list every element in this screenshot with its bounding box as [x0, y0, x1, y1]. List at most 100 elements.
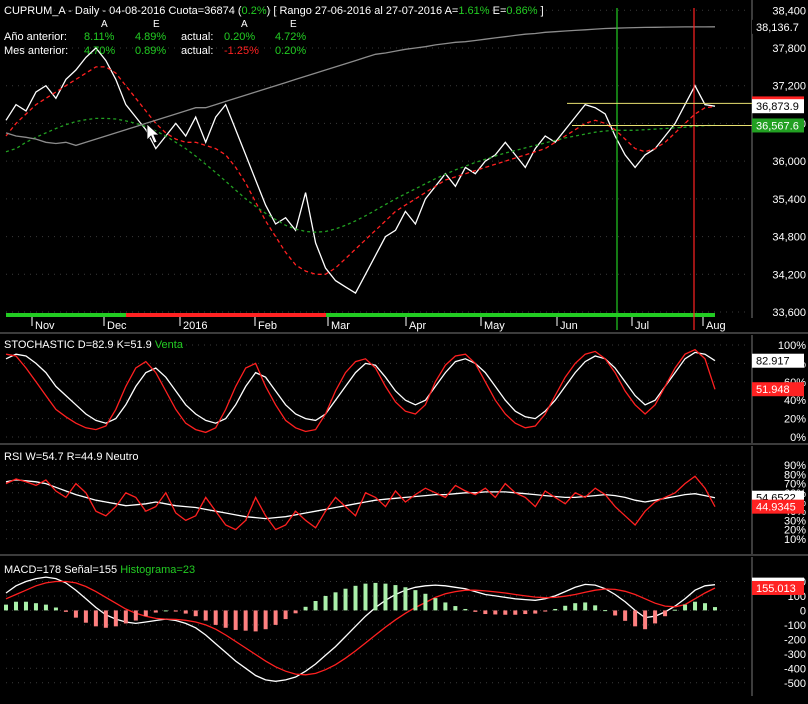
y-tick-label: -200	[784, 634, 806, 646]
series-d-line	[5, 351, 716, 424]
histogram-bar	[133, 610, 138, 621]
histogram-bar	[553, 608, 558, 611]
y-tick-label: -100	[784, 620, 806, 632]
y-tick-label: 80%	[784, 469, 806, 481]
signal-value-label: 155.013	[756, 583, 796, 595]
y-tick-label: -500	[784, 678, 806, 690]
stoch-d-label-box	[752, 353, 804, 368]
col-e-header: E	[153, 19, 160, 30]
series-k-line	[5, 348, 716, 434]
histogram-bar	[353, 585, 358, 611]
axes-layer: 38,40037,80037,20036,60036,00035,40034,8…	[31, 5, 806, 690]
series-price-line	[5, 47, 716, 295]
series-ma_long-line	[5, 117, 716, 233]
histogram-bar	[533, 610, 538, 614]
histogram-bar	[613, 610, 618, 616]
histogram-bar	[363, 583, 368, 611]
y-tick-label: 35,400	[772, 194, 806, 206]
histogram-bar	[383, 583, 388, 611]
prev-year-e: 4.89%	[135, 31, 166, 43]
x-tick-label: Jul	[635, 320, 649, 332]
y-tick-label: -400	[784, 663, 806, 675]
histogram-bar	[573, 603, 578, 611]
histogram-bar	[263, 610, 268, 630]
cur-month-e: 0.20%	[275, 45, 306, 57]
cur-year-label: actual:	[181, 31, 213, 43]
series-signal-line	[5, 580, 716, 676]
rsi-label: RSI W=54.7 R=44.9 Neutro	[4, 451, 139, 463]
prev-year-a: 8.11%	[84, 31, 115, 43]
histogram-bar	[543, 610, 548, 612]
cur-year-a: 0.20%	[224, 31, 255, 43]
histogram-bar	[273, 610, 278, 625]
y-tick-label: 0%	[790, 432, 806, 444]
y-tick-label: 34,200	[772, 269, 806, 281]
histogram-bar	[163, 610, 168, 612]
stochastic-label: STOCHASTIC D=82.9 K=51.9 Venta	[4, 339, 184, 351]
stoch-d-label: 82.917	[756, 356, 790, 368]
x-tick-label: Jun	[560, 320, 578, 332]
series-gray_line-line	[5, 26, 716, 147]
y-tick-label: 10%	[784, 534, 806, 546]
x-tick-label: Aug	[706, 320, 726, 332]
histogram-bar	[173, 610, 178, 612]
histogram-bar	[193, 610, 198, 617]
macd-label: MACD=178 Señal=155 Histograma=23	[4, 564, 195, 576]
y-tick-label: 40%	[784, 395, 806, 407]
y-tick-label: -300	[784, 649, 806, 661]
histogram-bar	[333, 592, 338, 611]
histogram-bar	[663, 610, 668, 617]
y-tick-label: 38,400	[772, 5, 806, 17]
prev-month-a: 4.70%	[84, 45, 115, 57]
histogram-bar	[213, 610, 218, 625]
histogram-bar	[603, 610, 608, 612]
histogram-bar	[693, 601, 698, 611]
y-tick-label: 37,200	[772, 81, 806, 93]
histogram-bar	[513, 610, 518, 615]
histogram-bar	[203, 610, 208, 621]
histogram-bar	[153, 610, 158, 613]
histogram-bar	[593, 605, 598, 611]
trend-strip-green	[326, 313, 715, 317]
last-price-label-box	[752, 99, 804, 114]
histogram-bar	[653, 610, 658, 624]
histogram-bar	[343, 588, 348, 611]
histogram-bar	[483, 610, 488, 615]
histogram-bar	[33, 603, 38, 611]
histogram-bar	[623, 610, 628, 621]
histogram-bar	[123, 610, 128, 624]
histogram-bar	[283, 610, 288, 620]
histogram-bar	[313, 601, 318, 611]
x-tick-label: Dec	[107, 320, 127, 332]
histogram-bar	[233, 610, 238, 630]
trend-strip-red	[126, 313, 326, 317]
histogram-bar	[23, 601, 28, 611]
x-tick-label: Apr	[409, 320, 426, 332]
histogram-bar	[403, 587, 408, 611]
histogram-bar	[493, 610, 498, 615]
x-tick-label: May	[484, 320, 505, 332]
histogram-bar	[393, 585, 398, 611]
histogram-bar	[463, 608, 468, 611]
y-tick-label: 0	[800, 605, 806, 617]
gray-last-label: 38,136.7	[756, 22, 799, 34]
histogram-bar	[473, 610, 478, 612]
last-price-label: 36,873.9	[756, 101, 799, 113]
histogram-bar	[303, 606, 308, 611]
histogram-bar	[433, 598, 438, 611]
y-tick-label: 20%	[784, 525, 806, 537]
histogram-bar	[423, 593, 428, 611]
col-a-header-current: A	[241, 19, 248, 30]
col-a-header: A	[101, 19, 108, 30]
histogram-bar	[143, 610, 148, 617]
histogram-bar	[63, 610, 68, 612]
histogram-bar	[53, 607, 58, 611]
x-tick-label: 2016	[183, 320, 207, 332]
x-tick-label: Mar	[331, 320, 350, 332]
lower-band-label: 36,567.6	[756, 120, 799, 132]
col-e-header-current: E	[290, 19, 297, 30]
cur-year-e: 4.72%	[275, 31, 306, 43]
x-tick-label: Feb	[258, 320, 277, 332]
